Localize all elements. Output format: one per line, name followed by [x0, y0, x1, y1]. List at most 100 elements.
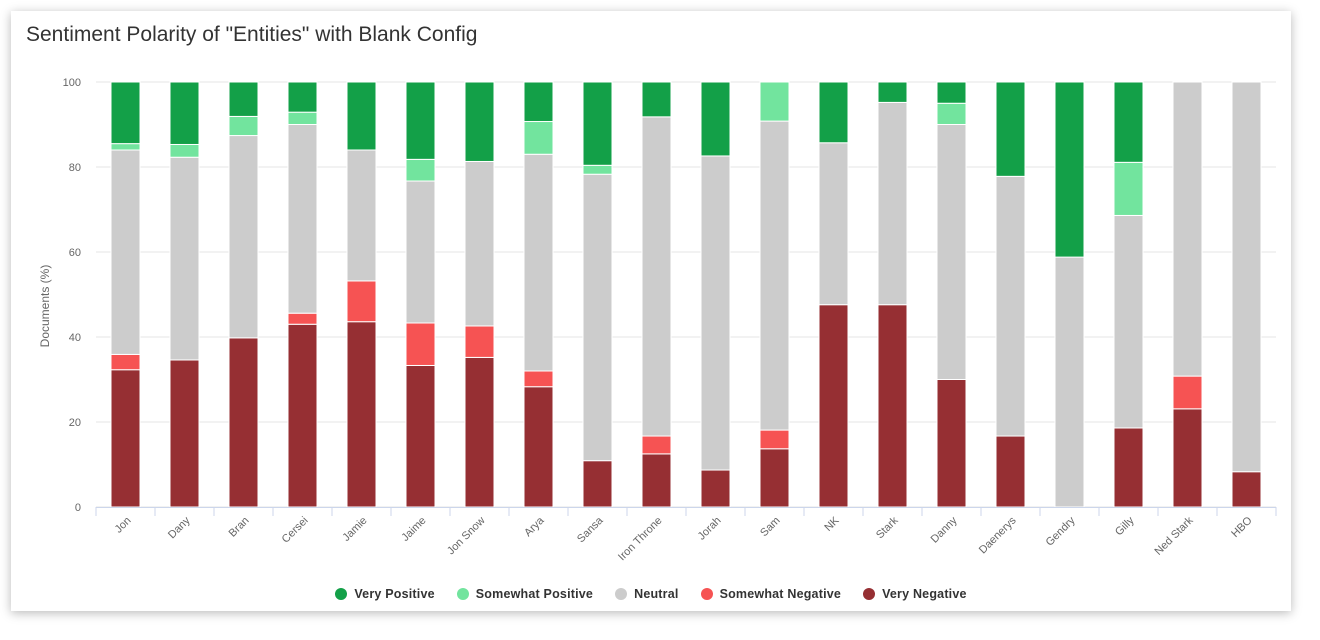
bar-segment — [110, 353, 141, 371]
bar-segment — [464, 356, 495, 508]
x-tick-label: Iron Throne — [616, 515, 665, 564]
y-tick-label: 100 — [63, 77, 81, 89]
bar-segment — [110, 81, 141, 145]
bar-segment — [523, 153, 554, 372]
bar-segment — [582, 81, 613, 166]
legend-label: Very Positive — [354, 587, 435, 601]
bar-segment — [818, 142, 849, 306]
x-tick-label: Jon Snow — [445, 515, 488, 558]
bar-segment — [464, 160, 495, 327]
bar-segment — [936, 81, 967, 104]
x-tick-label: Arya — [522, 514, 547, 539]
x-tick-label: Sansa — [575, 514, 606, 545]
bars-layer — [110, 81, 1262, 508]
bar-segment — [759, 81, 790, 122]
bar-segment — [1113, 81, 1144, 163]
legend-marker — [700, 588, 713, 600]
legend-marker — [456, 588, 469, 600]
bar-segment — [700, 81, 731, 157]
legend-label: Very Negative — [882, 587, 967, 601]
bar-segment — [110, 143, 141, 151]
bar-segment — [995, 435, 1026, 508]
bar-segment — [641, 435, 672, 455]
bar-segment — [1172, 375, 1203, 410]
x-tick-label: Ned Stark — [1153, 514, 1196, 557]
x-tick-label: Jon — [113, 515, 134, 536]
bar-segment — [169, 156, 200, 361]
bar-segment — [228, 337, 259, 508]
bar-segment — [523, 81, 554, 123]
bar-segment — [523, 370, 554, 388]
bar-segment — [523, 121, 554, 155]
bar-segment — [1172, 81, 1203, 377]
bar-segment — [228, 115, 259, 137]
bar-segment — [287, 111, 318, 126]
bar-segment — [287, 124, 318, 314]
chart-title: Sentiment Polarity of "Entities" with Bl… — [26, 23, 478, 46]
bar-segment — [405, 180, 436, 324]
y-axis-label: Documents (%) — [38, 265, 52, 348]
bar-segment — [818, 304, 849, 508]
legend-item[interactable]: Very Negative — [863, 587, 967, 601]
bar-segment — [641, 453, 672, 508]
legend-item[interactable]: Neutral — [615, 587, 678, 601]
x-tick-label: HBO — [1229, 514, 1255, 540]
legend-item[interactable]: Somewhat Positive — [456, 587, 594, 601]
bar-segment — [641, 116, 672, 437]
bar-segment — [877, 101, 908, 306]
bar-segment — [877, 81, 908, 103]
bar-segment — [228, 81, 259, 117]
legend-label: Somewhat Positive — [475, 587, 594, 601]
y-tick-label: 60 — [69, 247, 81, 259]
bar-segment — [759, 429, 790, 450]
legend-item[interactable]: Somewhat Negative — [700, 587, 842, 601]
legend-marker — [863, 588, 876, 600]
bar-segment — [287, 81, 318, 113]
legend-item[interactable]: Very Positive — [335, 587, 435, 601]
bar-segment — [405, 322, 436, 366]
bar-segment — [523, 386, 554, 508]
legend-marker — [615, 588, 628, 600]
bar-segment — [346, 321, 377, 508]
bar-segment — [1113, 214, 1144, 429]
x-tick-label: Gendry — [1044, 514, 1078, 548]
bar-segment — [936, 124, 967, 380]
bar-segment — [110, 149, 141, 355]
bar-segment — [582, 164, 613, 175]
bar-segment — [759, 448, 790, 508]
bar-segment — [346, 81, 377, 151]
bar-segment — [287, 323, 318, 508]
bar-segment — [346, 149, 377, 282]
bar-segment — [1113, 161, 1144, 216]
bar-segment — [405, 158, 436, 182]
bar-segment — [877, 304, 908, 508]
grid-layer — [96, 81, 1276, 508]
bar-segment — [169, 359, 200, 508]
bar-segment — [582, 460, 613, 508]
bar-segment — [405, 81, 436, 160]
bar-segment — [1054, 256, 1085, 508]
bar-segment — [287, 312, 318, 325]
bar-segment — [110, 369, 141, 508]
x-tick-label: Dany — [166, 514, 193, 541]
y-tick-label: 40 — [69, 332, 81, 344]
bar-segment — [995, 175, 1026, 437]
bar-segment — [700, 469, 731, 508]
x-tick-label: Jamie — [340, 515, 369, 544]
bar-segment — [641, 81, 672, 118]
bar-segment — [346, 280, 377, 323]
y-tick-label: 20 — [69, 417, 81, 429]
x-tick-label: Sam — [758, 515, 782, 539]
bar-segment — [464, 325, 495, 358]
legend-label: Neutral — [634, 587, 679, 601]
bar-segment — [582, 173, 613, 462]
x-tick-label: Jorah — [696, 515, 724, 543]
stacked-bar-chart: 0 20 40 60 80 100 Documents (%) Jon Dany Bran Ce… — [38, 77, 1277, 564]
x-axis-ticks: Jon Dany Bran Cersei Jamie Jaime Jon Snow Arya S… — [95, 507, 1277, 564]
x-tick-label: Danny — [929, 514, 960, 545]
x-tick-label: NK — [822, 514, 842, 534]
bar-segment — [759, 120, 790, 431]
y-tick-label: 0 — [75, 502, 81, 514]
chart-card: Sentiment Polarity of "Entities" with Bl… — [11, 11, 1291, 611]
x-tick-label: Jaime — [399, 515, 428, 544]
